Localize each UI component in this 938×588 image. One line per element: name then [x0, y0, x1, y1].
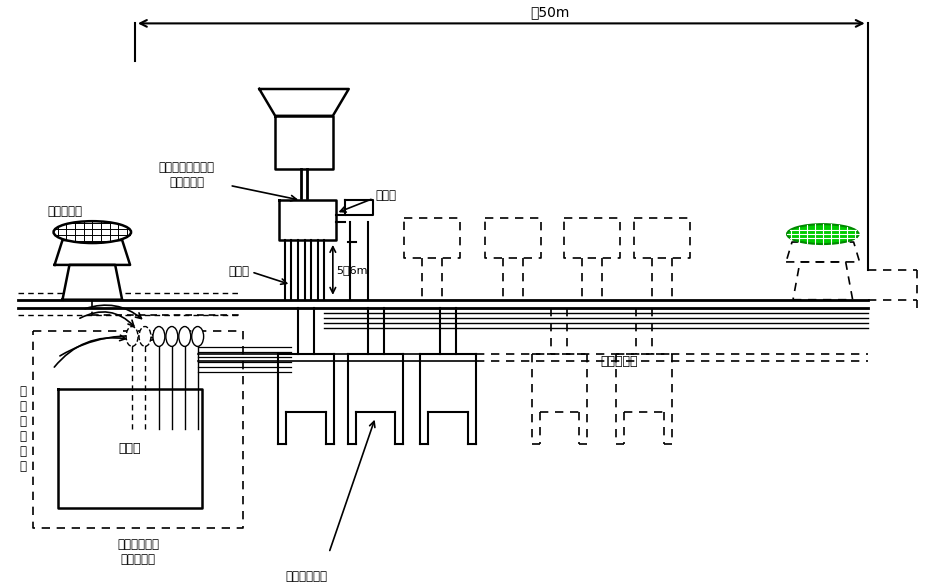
- Ellipse shape: [126, 326, 138, 346]
- Polygon shape: [54, 240, 130, 265]
- Ellipse shape: [179, 326, 190, 346]
- Polygon shape: [275, 116, 333, 169]
- Text: 約50m: 約50m: [530, 5, 569, 19]
- Polygon shape: [259, 89, 349, 116]
- Text: ハンドホール
（対象外）: ハンドホール （対象外）: [117, 538, 159, 566]
- Text: 幹
線
ケ
ー
ブ
ル: 幹 線 ケ ー ブ ル: [20, 385, 27, 473]
- Ellipse shape: [139, 326, 151, 346]
- Text: 公共桝: 公共桝: [375, 189, 397, 202]
- Polygon shape: [345, 201, 372, 215]
- Text: 下水道本管: 下水道本管: [600, 355, 638, 368]
- Ellipse shape: [53, 221, 131, 243]
- Ellipse shape: [166, 326, 178, 346]
- Text: 光ファイバ用配管
（対象外）: 光ファイバ用配管 （対象外）: [159, 162, 215, 189]
- Polygon shape: [57, 389, 202, 509]
- Ellipse shape: [191, 326, 204, 346]
- Polygon shape: [63, 265, 122, 300]
- Text: 分岐箱: 分岐箱: [118, 442, 141, 455]
- Ellipse shape: [787, 224, 858, 244]
- Text: 分岐ケーブル: 分岐ケーブル: [285, 570, 327, 583]
- Text: 5～6m: 5～6m: [336, 265, 368, 275]
- Text: 取付管: 取付管: [228, 265, 250, 278]
- Text: マンホール: マンホール: [48, 205, 83, 218]
- Polygon shape: [280, 201, 336, 240]
- Ellipse shape: [153, 326, 165, 346]
